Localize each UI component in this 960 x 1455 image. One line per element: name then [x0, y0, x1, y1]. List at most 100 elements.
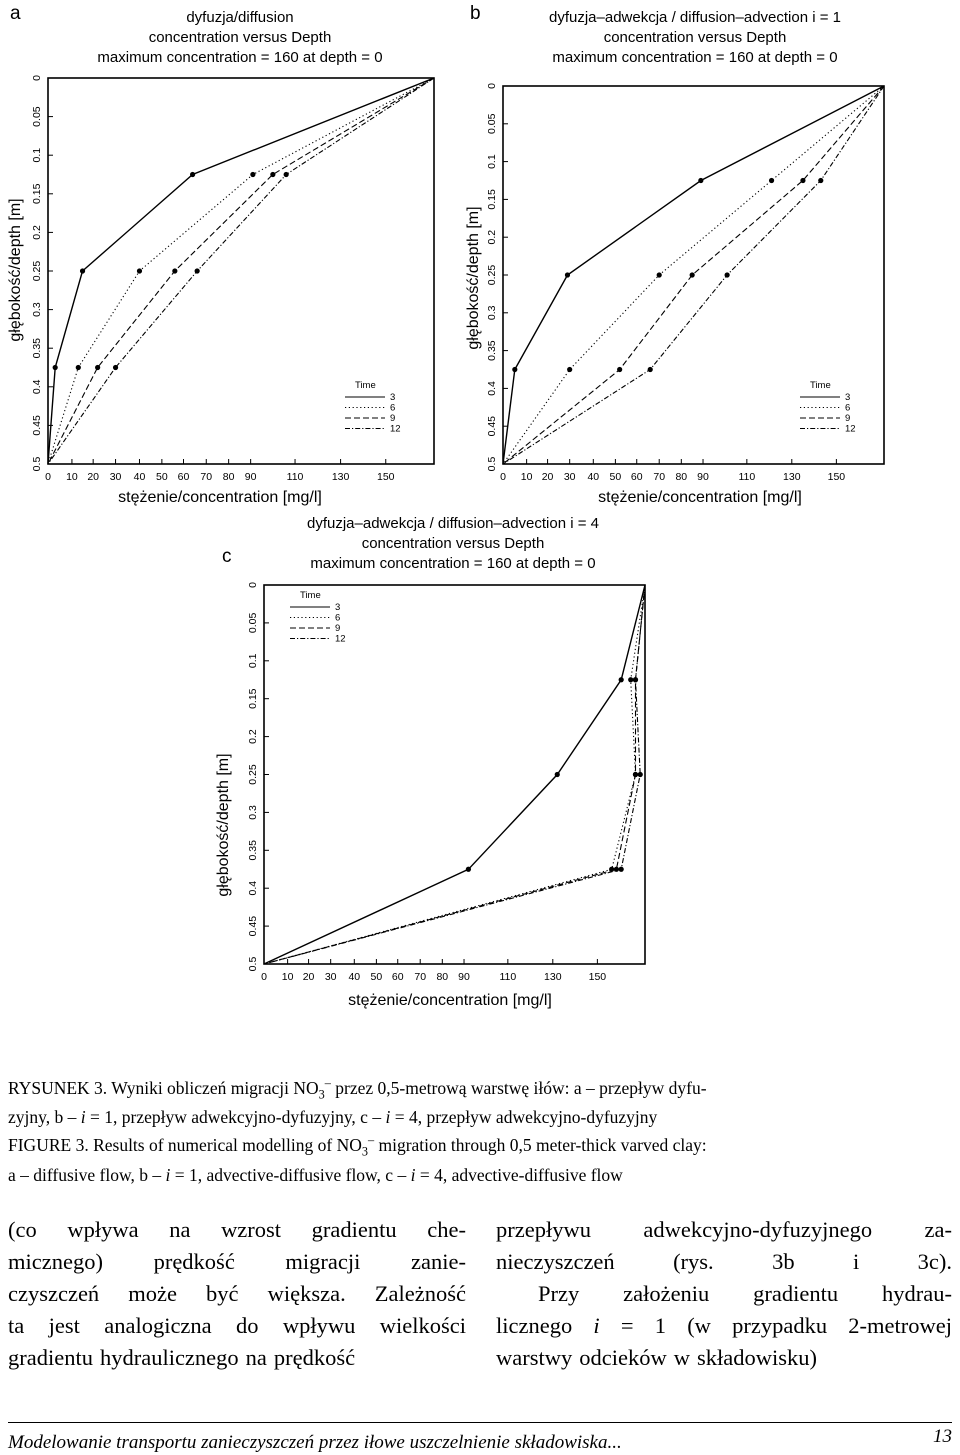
word: (w: [687, 1313, 711, 1338]
x-tick-label: 40: [348, 971, 360, 983]
title-line: maximum concentration = 160 at depth = 0: [552, 49, 838, 66]
title-line: dyfuzja–adwekcja / diffusion–advection i…: [549, 9, 841, 26]
chart-b: 0 10 20 30 40 50 60 70 80 90 110 130 150 0 0.05 0.1 0.15…: [465, 83, 885, 506]
x-tick-label: 0: [261, 971, 267, 983]
x-tick-label: 60: [178, 471, 190, 483]
word: wpływa: [67, 1217, 139, 1242]
word: za-: [924, 1217, 952, 1242]
word: (rys.: [673, 1249, 714, 1274]
word: analogiczna: [104, 1313, 212, 1338]
x-tick-label: 150: [377, 471, 395, 483]
word: 2-metrowej: [848, 1313, 952, 1338]
x-tick-label: 90: [458, 971, 470, 983]
legend-entry: 6: [390, 403, 395, 414]
y-axis-label: głębokość/depth [m]: [7, 198, 24, 341]
y-tick-label: 0.1: [486, 154, 498, 169]
y-tick-label: 0.5: [486, 457, 498, 472]
x-tick-label: 50: [371, 971, 383, 983]
x-tick-label: 10: [521, 471, 533, 483]
word: =: [620, 1313, 634, 1338]
data-point: [724, 272, 730, 278]
word: (co: [8, 1217, 37, 1242]
data-point: [818, 177, 824, 184]
word: licznego: [496, 1313, 573, 1338]
data-point: [800, 177, 806, 184]
word: warstwy: [496, 1345, 573, 1370]
data-point: [698, 177, 704, 184]
word: przepływu: [496, 1217, 591, 1242]
y-axis-label: głębokość/depth [m]: [215, 753, 232, 896]
panel-b-title: dyfuzja–adwekcja / diffusion–advection i…: [500, 8, 890, 68]
y-tick-label: 0.3: [247, 805, 259, 820]
data-point: [112, 364, 119, 371]
x-tick-label: 30: [110, 471, 122, 483]
x-axis-label: stężenie/concentration [mg/l]: [348, 992, 552, 1009]
legend-entry: 6: [335, 613, 340, 624]
caption-en-line-1: FIGURE 3. Results of numerical modelling…: [8, 1133, 707, 1159]
word: wzrost: [221, 1217, 282, 1242]
y-tick-label: 0.2: [247, 729, 259, 744]
data-point: [628, 677, 634, 683]
data-point: [75, 364, 81, 371]
data-point: [618, 866, 624, 872]
data-point: [250, 171, 256, 178]
data-point: [618, 677, 624, 683]
text-line: nieczyszczeń (rys. 3b i 3c).: [496, 1246, 952, 1278]
legend-entry: 3: [845, 392, 850, 403]
x-tick-label: 40: [587, 471, 599, 483]
data-point: [656, 272, 662, 278]
y-tick-label: 0.4: [247, 881, 259, 896]
word: gradientu: [753, 1281, 839, 1306]
x-tick-label: 80: [675, 471, 687, 483]
text-line: gradientu hydraulicznego na prędkość: [8, 1342, 466, 1374]
data-point: [172, 268, 178, 274]
panel-c-title: dyfuzja–adwekcja / diffusion–advection i…: [268, 514, 638, 574]
word: 3b: [772, 1249, 795, 1274]
panel-a-title: dyfuzja/diffusion concentration versus D…: [60, 8, 420, 68]
word: 1: [654, 1313, 666, 1338]
data-point: [617, 366, 623, 373]
title-line: maximum concentration = 160 at depth = 0: [310, 555, 596, 572]
y-tick-label: 0.15: [486, 189, 498, 210]
word: 3c).: [917, 1249, 952, 1274]
y-tick-label: 0.4: [31, 379, 43, 394]
data-point: [512, 366, 518, 373]
legend-entry: 3: [335, 602, 340, 613]
title-line: dyfuzja/diffusion: [186, 9, 294, 26]
legend-entry: 9: [335, 623, 340, 634]
x-tick-label: 70: [414, 971, 426, 983]
y-tick-label: 0.2: [486, 230, 498, 245]
legend-entry: 9: [390, 413, 395, 424]
x-tick-label: 60: [631, 471, 643, 483]
data-point: [567, 366, 573, 373]
y-tick-label: 0.15: [31, 183, 43, 204]
word: na: [169, 1217, 191, 1242]
word: gradientu: [311, 1217, 397, 1242]
text-line: ta jest analogiczna do wpływu wielkości: [8, 1310, 466, 1342]
word: gradientu: [8, 1345, 93, 1370]
y-tick-label: 0.5: [31, 457, 43, 472]
figure-caption: RYSUNEK 3. Wyniki obliczeń migracji NO3–…: [8, 1072, 952, 1187]
word: wielkości: [379, 1313, 466, 1338]
panel-a-letter: a: [10, 3, 21, 24]
data-point: [194, 268, 200, 274]
y-tick-label: 0.5: [247, 957, 259, 972]
x-tick-label: 10: [66, 471, 78, 483]
word: zanie-: [411, 1249, 466, 1274]
running-title: Modelowanie transportu zanieczyszczeń pr…: [8, 1432, 622, 1453]
text-line: licznego i = 1 (w przypadku 2-metrowej: [496, 1310, 952, 1342]
title-line: concentration versus Depth: [148, 29, 332, 46]
x-tick-label: 30: [564, 471, 576, 483]
x-tick-label: 0: [45, 471, 51, 483]
x-tick-label: 70: [653, 471, 665, 483]
body-column-left: (co wpływa na wzrost gradientu che-micznego) p…: [8, 1214, 466, 1374]
word: założeniu: [623, 1281, 710, 1306]
word: migracji: [285, 1249, 361, 1274]
x-tick-label: 150: [828, 471, 846, 483]
y-tick-label: 0.3: [31, 302, 43, 317]
word: Zależność: [374, 1281, 466, 1306]
x-tick-label: 20: [542, 471, 554, 483]
x-tick-label: 110: [287, 471, 304, 483]
text-line: przepływu adwekcyjno-dyfuzyjnego za-: [496, 1214, 952, 1246]
word: wpływu: [282, 1313, 356, 1338]
